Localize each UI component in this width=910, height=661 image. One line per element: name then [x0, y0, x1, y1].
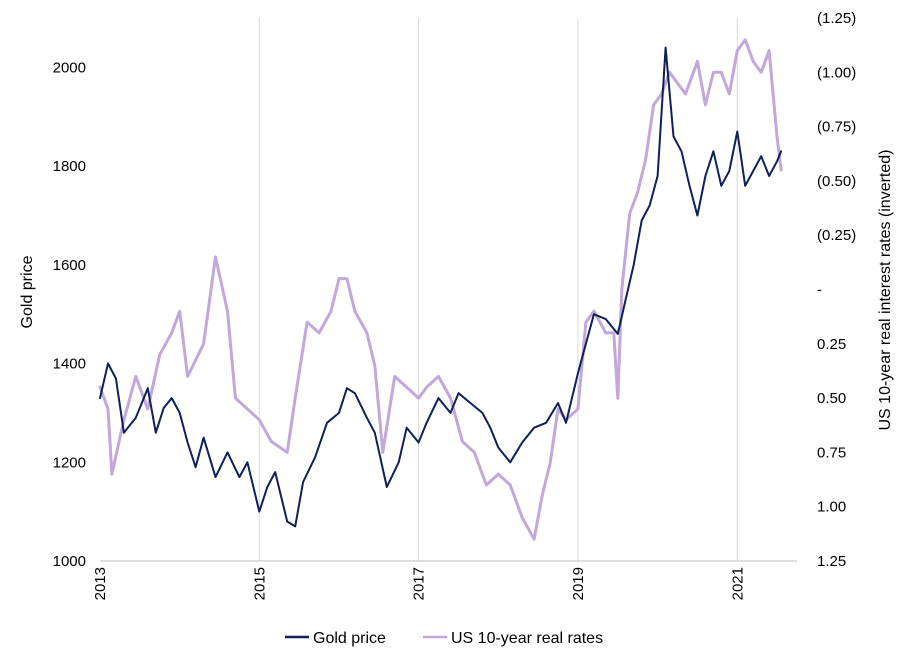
y-tick-1000: 1000: [53, 553, 86, 570]
y2-tick-5: -: [817, 282, 822, 299]
series-layer: [98, 38, 783, 541]
y-right-tick-labels: (1.25) (1.00) (0.75) (0.50) (0.25) - 0.25 0.50 0…: [817, 10, 856, 570]
y2-tick-8: 0.75: [817, 444, 846, 461]
y-tick-1400: 1400: [53, 356, 86, 373]
x-tick-2015: 2015: [251, 567, 268, 600]
y2-tick-4: (0.25): [817, 227, 856, 244]
y-tick-2000: 2000: [53, 59, 86, 76]
legend-label-real-rates: US 10-year real rates: [451, 630, 603, 647]
y2-tick-9: 1.00: [817, 499, 846, 516]
y-tick-1600: 1600: [53, 257, 86, 274]
y-tick-1200: 1200: [53, 454, 86, 471]
y-left-tick-labels: 1000 1200 1400 1600 1800 2000: [53, 59, 86, 570]
y2-tick-3: (0.50): [817, 173, 856, 190]
legend: Gold price US 10-year real rates: [285, 630, 603, 647]
y2-tick-10: 1.25: [817, 553, 846, 570]
x-tick-2017: 2017: [411, 567, 428, 600]
y2-tick-2: (0.75): [817, 119, 856, 136]
y2-tick-1: (1.00): [817, 64, 856, 81]
series-line-real-rates: [98, 38, 783, 541]
y2-tick-0: (1.25): [817, 10, 856, 27]
x-tick-labels: 2013 2015 2017 2019 2021: [92, 567, 746, 600]
x-tick-2021: 2021: [729, 567, 746, 600]
x-tick-2013: 2013: [92, 567, 109, 600]
legend-label-gold: Gold price: [313, 630, 386, 647]
vertical-gridlines: [258, 18, 738, 561]
y-left-axis-label: Gold price: [19, 255, 36, 328]
y2-tick-7: 0.50: [817, 390, 846, 407]
series-line-gold-price: [99, 46, 783, 528]
y-tick-1800: 1800: [53, 158, 86, 175]
y-right-axis-label: US 10-year real interest rates (inverted…: [877, 150, 894, 431]
x-tick-2019: 2019: [570, 567, 587, 600]
y2-tick-6: 0.25: [817, 336, 846, 353]
